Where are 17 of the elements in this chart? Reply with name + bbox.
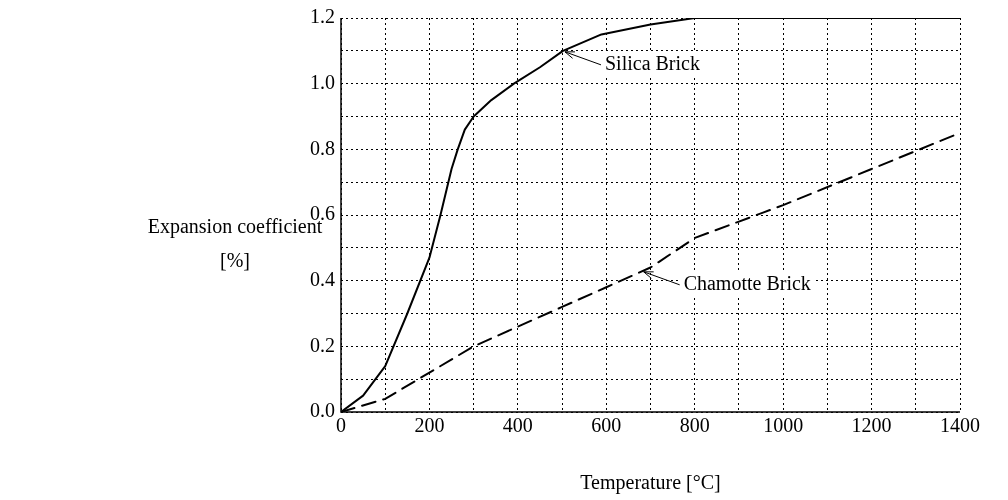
x-tick-label: 1000 <box>763 414 804 437</box>
y-tick-label: 0.8 <box>310 136 335 159</box>
annotation: Chamotte Brick <box>683 272 811 295</box>
x-tick-label: 0 <box>336 414 346 437</box>
x-tick-label: 1400 <box>940 414 980 437</box>
y-tick-label: 1.2 <box>310 5 335 28</box>
x-axis-title: Temperature [°C] <box>580 471 721 495</box>
x-tick-label: 1200 <box>851 414 892 437</box>
y-tick-label: 0.2 <box>310 333 335 356</box>
y-tick-label: 0.0 <box>310 399 335 422</box>
annotation: Silica Brick <box>604 52 700 75</box>
x-tick-label: 800 <box>679 414 710 437</box>
x-tick-label: 400 <box>502 414 533 437</box>
y-tick-label: 1.0 <box>310 70 335 93</box>
y-tick-label: 0.4 <box>310 267 335 290</box>
x-tick-label: 600 <box>591 414 622 437</box>
x-tick-label: 200 <box>414 414 445 437</box>
